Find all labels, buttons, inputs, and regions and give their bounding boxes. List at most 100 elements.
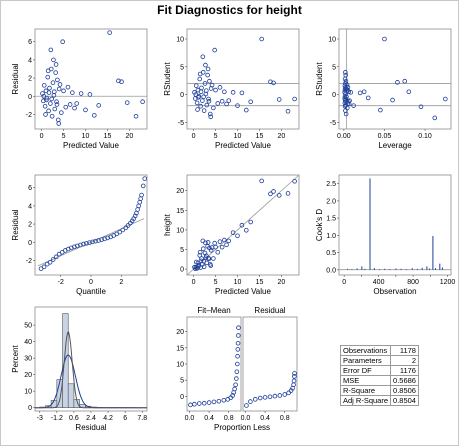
data-point <box>61 88 66 94</box>
y-tick-label: 10 <box>176 362 184 369</box>
y-tick-label: 1.5 <box>326 216 336 223</box>
data-point <box>49 96 54 102</box>
x-tick-label: 0.4 <box>204 415 214 422</box>
data-point <box>346 89 352 95</box>
fit-mean-point <box>201 400 207 406</box>
fit-mean-point <box>235 347 241 352</box>
x-tick-label: 0.6 <box>69 415 79 422</box>
data-point <box>230 230 236 235</box>
x-tick-label: 0.00 <box>337 133 351 140</box>
y-tick-label: 6 <box>28 39 32 46</box>
y-tick-label: 40 <box>24 339 32 346</box>
data-point <box>54 102 60 107</box>
residual-point <box>286 390 291 396</box>
data-point <box>41 93 47 99</box>
data-point <box>200 238 206 244</box>
data-point <box>51 57 56 63</box>
data-point <box>132 213 138 219</box>
data-point <box>140 183 146 189</box>
data-point <box>343 111 349 117</box>
data-point <box>343 96 349 102</box>
data-point <box>217 239 223 244</box>
data-point <box>50 257 56 262</box>
y-tick-label: 10 <box>176 37 184 44</box>
y-tick-label: 50 <box>24 323 32 330</box>
y-tick-label: 0 <box>180 267 184 274</box>
fit-mean-point <box>236 325 241 330</box>
data-point <box>120 227 126 233</box>
fit-mean-point <box>232 386 237 392</box>
data-point <box>230 90 236 95</box>
data-point <box>199 256 204 261</box>
data-point <box>195 107 200 112</box>
x-tick-label: 0.0 <box>185 415 195 422</box>
data-point <box>63 104 69 110</box>
data-point <box>390 97 395 103</box>
data-point <box>84 241 89 246</box>
x-tick-label: 20 <box>278 279 286 286</box>
data-point <box>53 70 58 75</box>
data-point <box>198 103 203 109</box>
panel-residual-fit-spread: Fit–Mean 0.0 0.4 0.8 0 5 10 15 20 Residual 0.0 0.4 0… <box>153 299 305 445</box>
data-point <box>45 68 51 74</box>
residual-point <box>252 397 258 402</box>
data-point <box>243 227 249 233</box>
data-point <box>219 98 225 104</box>
data-point <box>41 83 47 88</box>
y-tick-label: 1.0 <box>326 233 336 240</box>
data-point <box>198 89 204 95</box>
data-point <box>239 222 245 228</box>
data-point <box>206 98 212 104</box>
residual-point <box>272 393 278 399</box>
data-point <box>432 115 438 121</box>
x-tick-label: 2 <box>119 279 123 286</box>
x-tick-label: 5 <box>214 133 218 140</box>
x-tick-label: 15 <box>256 133 264 140</box>
data-point <box>344 98 350 104</box>
data-point <box>343 70 348 75</box>
data-point <box>65 84 71 90</box>
x-tick-label: 10 <box>234 133 242 140</box>
data-point <box>378 107 383 113</box>
x-tick-label: 5 <box>214 279 218 286</box>
observed-by-predicted-plot: 0 5 10 15 20 0 5 10 15 20 Predicted Value height <box>163 174 300 296</box>
data-point <box>204 88 209 93</box>
data-point <box>203 91 209 97</box>
data-point <box>105 235 110 241</box>
data-point <box>351 103 356 108</box>
data-point <box>193 83 199 88</box>
plot-frame <box>338 28 452 130</box>
y-tick-label: 5 <box>180 247 184 254</box>
stats-row: Error DF 1176 <box>339 365 419 376</box>
y-tick-label: -5 <box>178 120 184 127</box>
residual-qq-plot: -2 0 2 -2 0 2 4 6 Quantile Residual <box>11 174 148 296</box>
data-point <box>344 94 349 100</box>
fit-mean-point <box>233 382 238 388</box>
data-point <box>47 259 53 265</box>
data-point <box>195 265 200 271</box>
data-point <box>56 121 62 126</box>
y-tick-label: 20 <box>176 188 184 195</box>
data-point <box>206 96 211 102</box>
data-point <box>215 249 221 255</box>
y-axis-label: RStudent <box>163 62 172 96</box>
residual-point <box>244 403 249 408</box>
data-point <box>211 256 216 261</box>
data-point <box>70 90 75 95</box>
data-point <box>60 39 65 45</box>
data-point <box>224 101 229 107</box>
data-point <box>343 72 349 78</box>
y-tick-label: 2 <box>28 222 32 229</box>
plot-frame <box>186 316 242 412</box>
data-point <box>292 178 297 184</box>
stats-label: Parameters <box>339 355 392 366</box>
data-point <box>52 89 57 95</box>
data-point <box>75 243 80 249</box>
x-tick-label: -2 <box>58 279 64 286</box>
x-axis-label: Leverage <box>378 141 412 150</box>
y-tick-label: 6 <box>28 185 32 192</box>
data-point <box>67 102 73 107</box>
data-point <box>107 30 112 35</box>
